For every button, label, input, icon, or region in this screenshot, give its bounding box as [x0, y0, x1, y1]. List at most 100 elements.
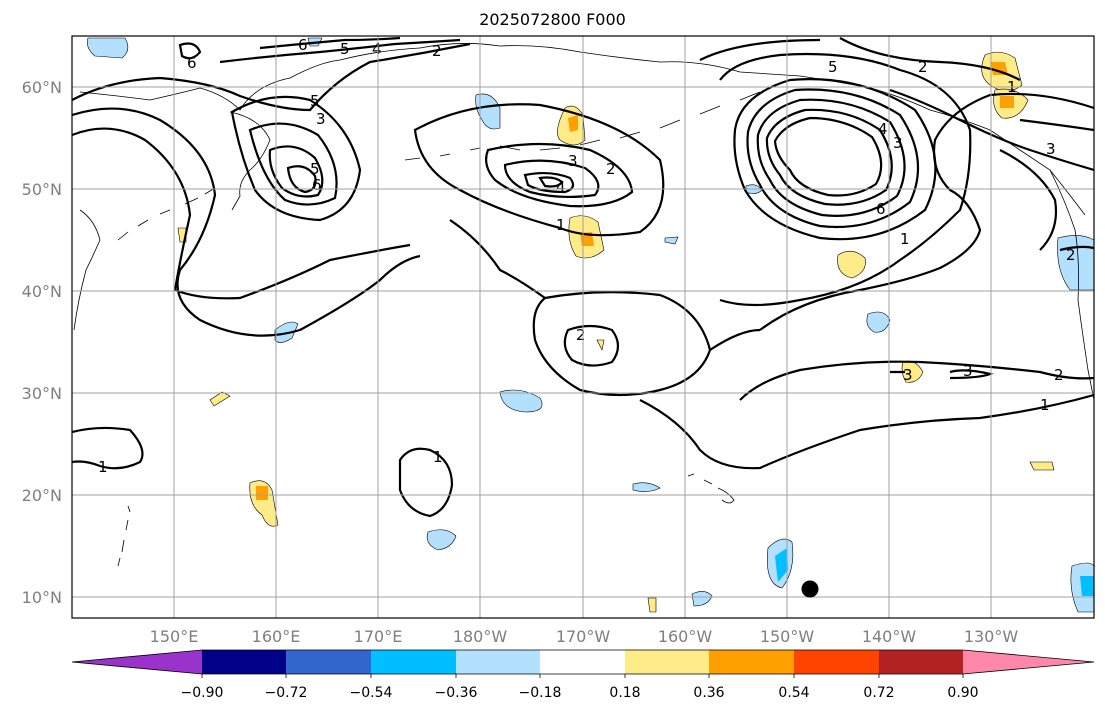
- positive-patch: [837, 250, 866, 279]
- lon-label: 150°W: [760, 627, 815, 646]
- lon-label: 130°W: [964, 627, 1019, 646]
- colorbar-segment: [794, 650, 879, 674]
- contour-label: 2: [606, 160, 616, 178]
- colorbar-tick-label: 0.72: [863, 685, 894, 701]
- negative-patch-core: [775, 548, 788, 582]
- negative-patch: [664, 236, 679, 245]
- colorbar-tick-label: −0.90: [181, 685, 224, 701]
- contour-label: 1: [1040, 396, 1050, 414]
- colorbar: −0.90 −0.72 −0.54 −0.36 −0.18 0.18 0.36 …: [71, 649, 1095, 701]
- lon-label: 180°W: [453, 627, 508, 646]
- alaska-coast: [659, 61, 1086, 216]
- lat-label: 40°N: [22, 282, 62, 301]
- map-title: 2025072800 F000: [479, 10, 626, 29]
- positive-patch-core: [568, 115, 578, 132]
- contour-line: [746, 88, 920, 229]
- lon-label: 170°W: [556, 627, 611, 646]
- japan-coast: [73, 209, 101, 331]
- colorbar-segment: [371, 650, 456, 674]
- contour-label: 4: [556, 178, 566, 196]
- lon-label: 160°E: [252, 627, 301, 646]
- contour-label: 6: [187, 54, 197, 72]
- negative-patch: [499, 389, 543, 413]
- gridline-layer: [72, 36, 1094, 618]
- contour-label: 4: [878, 120, 888, 138]
- contour-label: 3: [1046, 140, 1056, 158]
- contour-line: [1059, 245, 1094, 252]
- lon-label: 150°E: [150, 627, 199, 646]
- contour-line: [485, 142, 634, 208]
- colorbar-segment: [879, 650, 963, 674]
- lat-label: 30°N: [22, 384, 62, 403]
- contour-label: 1: [900, 230, 910, 248]
- contour-label: 4: [372, 40, 382, 58]
- colorbar-segments: [71, 649, 1095, 678]
- colorbar-tick-label: −0.18: [519, 685, 562, 701]
- negative-patch: [866, 311, 891, 333]
- contour-line: [890, 369, 994, 380]
- lon-label: 170°E: [354, 627, 403, 646]
- colorbar-extend-high: [963, 650, 1094, 674]
- contour-line: [889, 88, 1094, 172]
- contour-line: [538, 176, 564, 188]
- coastline-layer: [73, 43, 1094, 567]
- contour-label: 1: [433, 448, 443, 466]
- contour-label: 5: [340, 40, 350, 58]
- colorbar-segment: [286, 650, 371, 674]
- contour-line: [756, 98, 906, 217]
- lat-label: 20°N: [22, 486, 62, 505]
- location-marker: [801, 580, 819, 598]
- contour-line: [248, 122, 338, 206]
- lat-label: 50°N: [22, 180, 62, 199]
- contour-line: [72, 426, 144, 470]
- colorbar-tick-label: −0.36: [435, 685, 478, 701]
- colorbar-extend-low: [72, 650, 202, 674]
- contour-line: [532, 291, 712, 397]
- hawaii-islands: [687, 473, 735, 504]
- positive-patch: [596, 339, 605, 351]
- contour-label: 5: [310, 92, 320, 110]
- contour-label: 1: [98, 458, 108, 476]
- colorbar-tick-label: −0.54: [350, 685, 393, 701]
- contour-label: 6: [876, 200, 886, 218]
- contour-label: 1: [556, 216, 566, 234]
- positive-patch: [209, 391, 231, 407]
- siberia-coast: [79, 47, 421, 111]
- aleutian-chain: [404, 91, 761, 161]
- contour-label: 3: [963, 362, 973, 380]
- colorbar-segment: [625, 650, 709, 674]
- lat-label: 60°N: [22, 78, 62, 97]
- contour-label: 3: [568, 152, 578, 170]
- contour-line: [503, 159, 600, 198]
- contour-label: 2: [918, 58, 928, 76]
- contour-line: [839, 37, 1021, 81]
- contour-label: 3: [316, 110, 326, 128]
- kuril-chain: [117, 187, 216, 241]
- lat-label: 10°N: [22, 588, 62, 607]
- colorbar-ticks: −0.90 −0.72 −0.54 −0.36 −0.18 0.18 0.36 …: [181, 685, 979, 701]
- map-frame: [71, 35, 1095, 619]
- colorbar-segment: [709, 650, 794, 674]
- contour-label: 2: [432, 42, 442, 60]
- contour-line: [765, 108, 893, 206]
- contour-layer: [72, 36, 1094, 518]
- colorbar-tick-label: −0.72: [265, 685, 308, 701]
- contour-label: 2: [1066, 246, 1076, 264]
- negative-patch: [632, 482, 661, 492]
- positive-patch-core: [1000, 96, 1014, 108]
- positive-patch-core: [256, 486, 268, 500]
- lon-label: 140°W: [862, 627, 917, 646]
- contour-line: [178, 42, 202, 60]
- contour-line: [1019, 118, 1094, 132]
- longitude-labels: 150°E 160°E 170°E 180°W 170°W 160°W 150°…: [150, 627, 1019, 646]
- contour-line: [259, 36, 401, 50]
- negative-patch-core: [1080, 576, 1094, 596]
- marianas: [117, 505, 131, 567]
- colorbar-tick-label: 0.36: [693, 685, 724, 701]
- contour-line: [739, 360, 1094, 401]
- contour-line: [72, 42, 471, 112]
- contour-line: [449, 219, 546, 299]
- contour-line: [268, 145, 324, 198]
- contour-line: [773, 116, 883, 197]
